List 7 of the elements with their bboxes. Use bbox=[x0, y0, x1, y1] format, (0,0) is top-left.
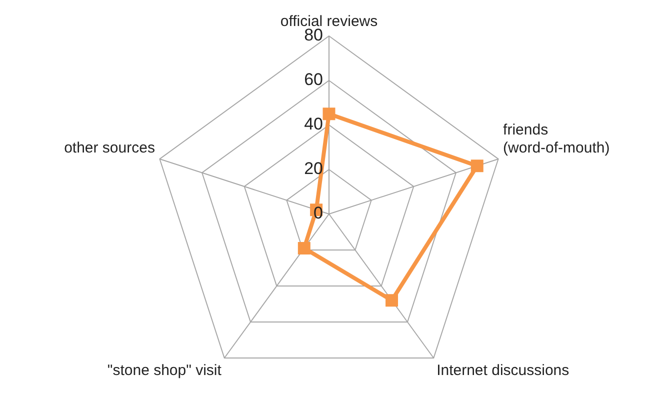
spoke-label: "stone shop" visit bbox=[107, 362, 222, 380]
y-tick-label: 40 bbox=[304, 114, 323, 134]
spoke-label: friends (word-of-mouth) bbox=[503, 122, 610, 157]
y-tick-label: 60 bbox=[304, 70, 323, 90]
spoke-label: other sources bbox=[64, 140, 155, 157]
spoke-label: Internet discussions bbox=[436, 362, 570, 380]
y-tick-label: 80 bbox=[304, 26, 323, 45]
